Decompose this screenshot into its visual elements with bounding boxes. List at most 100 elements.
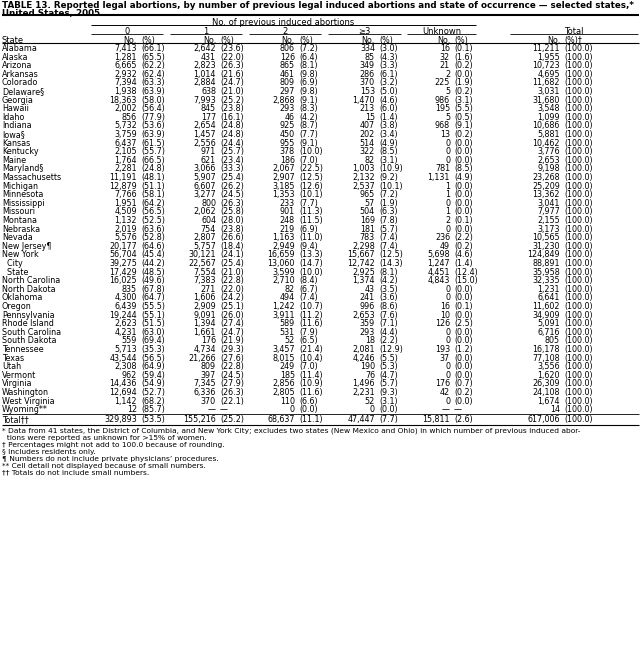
Text: (21.4): (21.4) bbox=[299, 345, 323, 354]
Text: Minnesota: Minnesota bbox=[2, 190, 44, 199]
Text: 1: 1 bbox=[445, 207, 450, 216]
Text: (51.5): (51.5) bbox=[141, 319, 165, 328]
Text: 6,439: 6,439 bbox=[115, 302, 137, 311]
Text: 322: 322 bbox=[360, 147, 375, 156]
Text: 9,091: 9,091 bbox=[194, 311, 216, 320]
Text: No.: No. bbox=[282, 36, 295, 45]
Text: (11.6): (11.6) bbox=[299, 388, 322, 397]
Text: (2.2): (2.2) bbox=[379, 336, 398, 345]
Text: Alabama: Alabama bbox=[2, 44, 38, 53]
Text: 4,843: 4,843 bbox=[428, 276, 450, 285]
Text: (4.3): (4.3) bbox=[379, 53, 397, 62]
Text: 12: 12 bbox=[127, 405, 137, 414]
Text: (100.0): (100.0) bbox=[564, 53, 593, 62]
Text: (11.6): (11.6) bbox=[299, 319, 322, 328]
Text: (6.7): (6.7) bbox=[299, 285, 318, 294]
Text: 5: 5 bbox=[445, 113, 450, 122]
Text: 219: 219 bbox=[279, 224, 295, 234]
Text: 12,742: 12,742 bbox=[347, 259, 375, 268]
Text: 2,932: 2,932 bbox=[114, 70, 137, 79]
Text: West Virginia: West Virginia bbox=[2, 397, 54, 405]
Text: (0.0): (0.0) bbox=[454, 353, 472, 363]
Text: (22.0): (22.0) bbox=[220, 285, 244, 294]
Text: 407: 407 bbox=[360, 121, 375, 130]
Text: (26.6): (26.6) bbox=[220, 233, 244, 242]
Text: (4.9): (4.9) bbox=[454, 173, 473, 182]
Text: Hawaii: Hawaii bbox=[2, 104, 29, 113]
Text: 24,108: 24,108 bbox=[533, 388, 560, 397]
Text: 31,680: 31,680 bbox=[533, 95, 560, 105]
Text: 7,766: 7,766 bbox=[114, 190, 137, 199]
Text: 835: 835 bbox=[122, 285, 137, 294]
Text: Utah: Utah bbox=[2, 362, 21, 371]
Text: (100.0): (100.0) bbox=[564, 224, 593, 234]
Text: (10.0): (10.0) bbox=[299, 147, 322, 156]
Text: 349: 349 bbox=[360, 61, 375, 70]
Text: 2: 2 bbox=[445, 70, 450, 79]
Text: (48.5): (48.5) bbox=[141, 268, 165, 276]
Text: (9.2): (9.2) bbox=[379, 173, 398, 182]
Text: (9.1): (9.1) bbox=[299, 95, 318, 105]
Text: 359: 359 bbox=[360, 319, 375, 328]
Text: (0.1): (0.1) bbox=[454, 216, 472, 225]
Text: 3,277: 3,277 bbox=[193, 190, 216, 199]
Text: (5.5): (5.5) bbox=[454, 104, 473, 113]
Text: (52.5): (52.5) bbox=[141, 216, 165, 225]
Text: TABLE 13. Reported legal abortions, by number of previous legal induced abortion: TABLE 13. Reported legal abortions, by n… bbox=[2, 1, 634, 10]
Text: (0.0): (0.0) bbox=[454, 199, 472, 208]
Text: 8,015: 8,015 bbox=[272, 353, 295, 363]
Text: (24.2): (24.2) bbox=[220, 293, 244, 303]
Text: 30,121: 30,121 bbox=[188, 251, 216, 259]
Text: 1,353: 1,353 bbox=[272, 190, 295, 199]
Text: 1: 1 bbox=[445, 190, 450, 199]
Text: 0: 0 bbox=[445, 397, 450, 405]
Text: (21.9): (21.9) bbox=[220, 336, 244, 345]
Text: 1,496: 1,496 bbox=[353, 380, 375, 388]
Text: (10.4): (10.4) bbox=[299, 353, 322, 363]
Text: (55.1): (55.1) bbox=[141, 311, 165, 320]
Text: 16,659: 16,659 bbox=[267, 251, 295, 259]
Text: (%): (%) bbox=[220, 36, 234, 45]
Text: tions were reported as unknown for >15% of women.: tions were reported as unknown for >15% … bbox=[2, 435, 207, 441]
Text: (100.0): (100.0) bbox=[564, 268, 593, 276]
Text: ** Cell detail not displayed because of small numbers.: ** Cell detail not displayed because of … bbox=[2, 463, 206, 469]
Text: Oklahoma: Oklahoma bbox=[2, 293, 44, 303]
Text: (59.4): (59.4) bbox=[141, 371, 165, 380]
Text: Tennessee: Tennessee bbox=[2, 345, 44, 354]
Text: (100.0): (100.0) bbox=[564, 70, 593, 79]
Text: No.: No. bbox=[547, 36, 560, 45]
Text: 26,309: 26,309 bbox=[533, 380, 560, 388]
Text: 901: 901 bbox=[280, 207, 295, 216]
Text: Arizona: Arizona bbox=[2, 61, 33, 70]
Text: 5,576: 5,576 bbox=[114, 233, 137, 242]
Text: Colorado: Colorado bbox=[2, 78, 38, 88]
Text: 754: 754 bbox=[201, 224, 216, 234]
Text: 5,698: 5,698 bbox=[428, 251, 450, 259]
Text: (100.0): (100.0) bbox=[564, 336, 593, 345]
Text: 293: 293 bbox=[279, 104, 295, 113]
Text: (52.8): (52.8) bbox=[141, 233, 165, 242]
Text: 397: 397 bbox=[201, 371, 216, 380]
Text: No.: No. bbox=[124, 36, 137, 45]
Text: (8.6): (8.6) bbox=[379, 302, 397, 311]
Text: 0: 0 bbox=[445, 371, 450, 380]
Text: (1.6): (1.6) bbox=[454, 53, 472, 62]
Text: 7,383: 7,383 bbox=[194, 276, 216, 285]
Text: 195: 195 bbox=[435, 104, 450, 113]
Text: 2,019: 2,019 bbox=[114, 224, 137, 234]
Text: (14.7): (14.7) bbox=[299, 259, 323, 268]
Text: Maryland§: Maryland§ bbox=[2, 164, 44, 174]
Text: Nevada: Nevada bbox=[2, 233, 33, 242]
Text: (63.9): (63.9) bbox=[141, 130, 165, 139]
Text: (33.3): (33.3) bbox=[220, 164, 244, 174]
Text: 0: 0 bbox=[445, 285, 450, 294]
Text: Georgia: Georgia bbox=[2, 95, 34, 105]
Text: 0: 0 bbox=[445, 147, 450, 156]
Text: (7.2): (7.2) bbox=[299, 44, 318, 53]
Text: 638: 638 bbox=[201, 87, 216, 96]
Text: (100.0): (100.0) bbox=[564, 276, 593, 285]
Text: 2,807: 2,807 bbox=[194, 233, 216, 242]
Text: 16: 16 bbox=[440, 44, 450, 53]
Text: 2,653: 2,653 bbox=[353, 311, 375, 320]
Text: (85.7): (85.7) bbox=[141, 405, 165, 414]
